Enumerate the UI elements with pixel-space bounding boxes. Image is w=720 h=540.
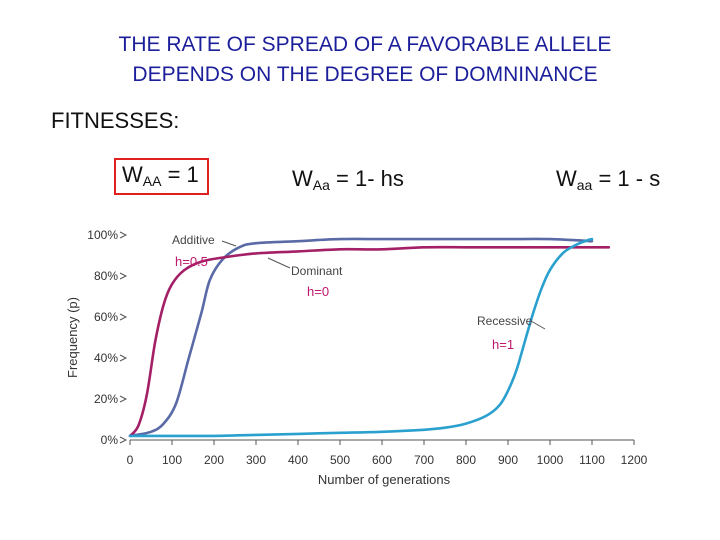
h-label-additive: h=0.5 (175, 254, 208, 269)
y-tick-label: 60% (94, 310, 118, 324)
fitness-Aa: WAa = 1- hs (292, 166, 404, 193)
y-tick-mark (119, 436, 128, 444)
x-tick-label: 200 (204, 453, 224, 467)
formula-subscript: aa (576, 177, 593, 193)
y-tick-mark (119, 313, 128, 321)
y-tick-mark (119, 354, 128, 362)
h-label-dominant: h=0 (307, 284, 329, 299)
x-tick-label: 300 (246, 453, 266, 467)
x-tick-label: 600 (372, 453, 392, 467)
curve-label-recessive: Recessive (477, 314, 533, 328)
formula-subscript: Aa (312, 177, 330, 193)
y-tick-label: 20% (94, 392, 118, 406)
formula-subscript: AA (142, 173, 162, 189)
x-tick-label: 500 (330, 453, 350, 467)
fitness-aa: Waa = 1 - s (556, 166, 660, 193)
series-line-recessive (128, 237, 594, 438)
y-tick-mark (119, 231, 128, 239)
y-tick-label: 80% (94, 269, 118, 283)
x-tick-label: 1000 (537, 453, 564, 467)
y-tick-mark (119, 272, 128, 280)
fitnesses-label: FITNESSES: (51, 108, 180, 133)
y-tick-label: 0% (101, 433, 119, 447)
h-label-recessive: h=1 (492, 337, 514, 352)
x-tick-label: 900 (498, 453, 518, 467)
y-tick-mark (119, 395, 128, 403)
x-tick-label: 1200 (621, 453, 648, 467)
formula-w: W (292, 166, 313, 191)
y-tick-label: 100% (87, 228, 118, 242)
y-tick-label: 40% (94, 351, 118, 365)
curve-label-additive: Additive (172, 233, 215, 247)
curve-leader-recessive (530, 320, 546, 330)
x-tick-label: 100 (162, 453, 182, 467)
fitness-AA: WAA = 1 (114, 158, 209, 195)
title-line-1: THE RATE OF SPREAD OF A FAVORABLE ALLELE (118, 33, 612, 56)
formula-w: W (556, 166, 577, 191)
formula-value: = 1 - s (592, 166, 661, 191)
title-line-2: DEPENDS ON THE DEGREE OF DOMNINANCE (132, 63, 598, 86)
x-tick-label: 400 (288, 453, 308, 467)
formula-w: W (122, 162, 143, 187)
x-axis-label: Number of generations (318, 472, 451, 487)
formula-value: = 1 (161, 162, 199, 187)
x-tick-label: 800 (456, 453, 476, 467)
series-line-dominant (128, 245, 611, 438)
formula-value: = 1- hs (329, 166, 404, 191)
curve-leader-additive (221, 240, 237, 247)
slide-title: THE RATE OF SPREAD OF A FAVORABLE ALLELE… (0, 30, 720, 90)
x-tick-label: 700 (414, 453, 434, 467)
x-tick-label: 1100 (579, 453, 605, 467)
curve-leader-dominant (267, 257, 291, 269)
series-line-additive (128, 237, 594, 438)
x-tick-label: 0 (127, 453, 134, 467)
y-axis-label: Frequency (p) (65, 297, 80, 378)
curve-label-dominant: Dominant (291, 264, 343, 278)
